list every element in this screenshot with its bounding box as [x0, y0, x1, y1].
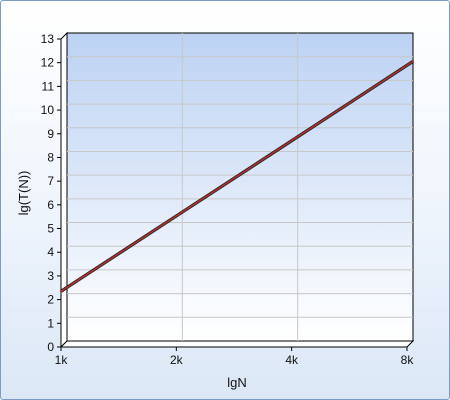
y-tick-label: 6	[47, 198, 54, 212]
x-tick-label: 4k	[285, 353, 299, 367]
y-tick-label: 4	[47, 245, 54, 259]
y-tick-label: 13	[41, 32, 55, 46]
x-tick-label: 2k	[170, 353, 184, 367]
x-tick-label: 1k	[55, 353, 69, 367]
y-tick-label: 5	[47, 222, 54, 236]
y-axis-label: lg(T(N))	[16, 171, 31, 216]
x-tick-label: 8k	[401, 353, 415, 367]
x-axis-ticks: 1k 2k 4k 8k	[55, 347, 415, 367]
y-tick-label: 12	[41, 56, 55, 70]
data-point	[177, 213, 180, 216]
y-tick-label: 9	[47, 127, 54, 141]
plot-side-wall	[60, 31, 68, 349]
y-tick-label: 0	[47, 340, 54, 354]
data-point	[59, 290, 63, 293]
series-line	[60, 60, 414, 292]
series-group	[59, 60, 415, 293]
y-tick-label: 1	[47, 316, 54, 330]
y-tick-label: 7	[47, 174, 54, 188]
x-axis-label: lgN	[227, 375, 247, 390]
y-tick-label: 8	[47, 150, 54, 164]
data-point	[294, 136, 297, 140]
y-tick-label: 3	[47, 269, 54, 283]
y-tick-label: 10	[41, 103, 55, 117]
plot-area	[66, 32, 414, 342]
data-point	[411, 60, 415, 63]
plot-floor	[59, 340, 415, 348]
y-tick-label: 11	[42, 79, 55, 93]
gridlines	[67, 33, 413, 341]
y-tick-label: 2	[47, 293, 54, 307]
